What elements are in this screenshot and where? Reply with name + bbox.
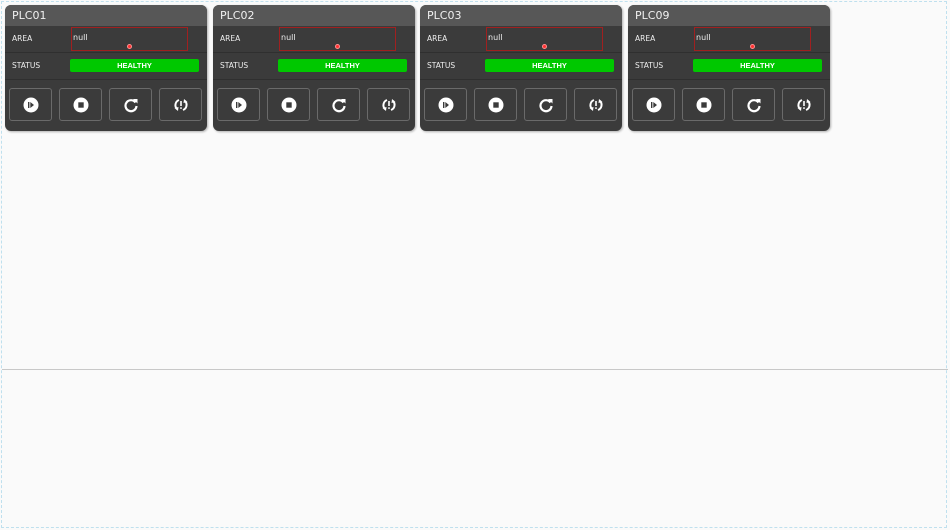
refresh-icon [538,98,553,112]
sync-button[interactable] [782,88,825,121]
sync-button[interactable] [367,88,410,121]
area-field[interactable]: null [694,27,811,51]
status-badge: HEALTHY [485,59,614,72]
refresh-icon [331,98,346,112]
area-value: null [281,33,296,42]
area-field[interactable]: null [486,27,603,51]
start-button[interactable] [217,88,260,121]
plc-card-plc02: PLC02 AREA null STATUS HEALTHY [213,5,415,131]
stop-icon [73,97,88,112]
sync-button[interactable] [574,88,617,121]
area-field[interactable]: null [279,27,396,51]
status-row: STATUS HEALTHY [420,53,622,80]
divider [2,369,948,370]
play-pause-icon [646,97,661,112]
card-title: PLC01 [5,5,207,26]
play-pause-icon [231,97,246,112]
area-value: null [696,33,711,42]
sync-alert-icon [588,98,603,111]
error-indicator-icon [750,44,755,49]
plc-card-plc09: PLC09 AREA null STATUS HEALTHY [628,5,830,131]
plc-card-plc01: PLC01 AREA null STATUS HEALTHY [5,5,207,131]
error-indicator-icon [335,44,340,49]
status-row: STATUS HEALTHY [628,53,830,80]
card-title: PLC03 [420,5,622,26]
status-badge: HEALTHY [278,59,407,72]
area-value: null [73,33,88,42]
refresh-icon [746,98,761,112]
sync-alert-icon [173,98,188,111]
stop-button[interactable] [682,88,725,121]
card-title: PLC02 [213,5,415,26]
status-label: STATUS [220,61,249,70]
area-row: AREA null [420,26,622,53]
status-label: STATUS [427,61,456,70]
status-label: STATUS [635,61,664,70]
stop-button[interactable] [267,88,310,121]
restart-button[interactable] [524,88,567,121]
play-pause-icon [438,97,453,112]
area-field[interactable]: null [71,27,188,51]
sync-alert-icon [381,98,396,111]
area-label: AREA [12,34,33,43]
status-label: STATUS [12,61,41,70]
status-badge: HEALTHY [693,59,822,72]
area-label: AREA [220,34,241,43]
plc-card-plc03: PLC03 AREA null STATUS HEALTHY [420,5,622,131]
play-pause-icon [23,97,38,112]
card-title: PLC09 [628,5,830,26]
error-indicator-icon [127,44,132,49]
refresh-icon [123,98,138,112]
stop-button[interactable] [59,88,102,121]
restart-button[interactable] [109,88,152,121]
sync-alert-icon [796,98,811,111]
status-badge: HEALTHY [70,59,199,72]
stop-icon [281,97,296,112]
stop-icon [488,97,503,112]
status-row: STATUS HEALTHY [213,53,415,80]
start-button[interactable] [632,88,675,121]
status-row: STATUS HEALTHY [5,53,207,80]
sync-button[interactable] [159,88,202,121]
area-label: AREA [427,34,448,43]
area-row: AREA null [5,26,207,53]
restart-button[interactable] [732,88,775,121]
area-row: AREA null [213,26,415,53]
error-indicator-icon [542,44,547,49]
start-button[interactable] [424,88,467,121]
area-label: AREA [635,34,656,43]
stop-icon [696,97,711,112]
start-button[interactable] [9,88,52,121]
restart-button[interactable] [317,88,360,121]
area-row: AREA null [628,26,830,53]
area-value: null [488,33,503,42]
stop-button[interactable] [474,88,517,121]
